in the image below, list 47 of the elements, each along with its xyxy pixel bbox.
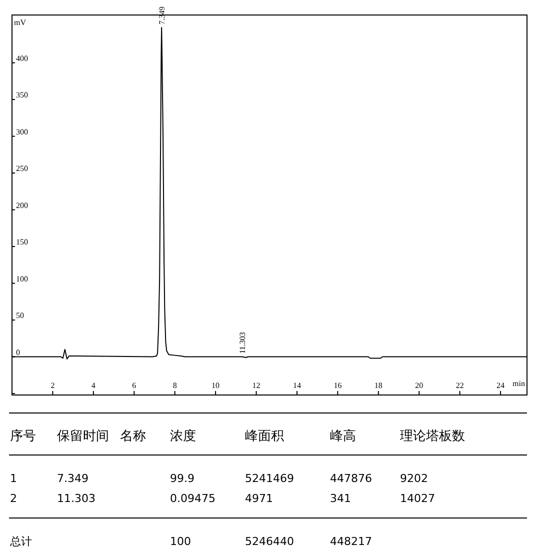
text: 448217 <box>330 535 372 548</box>
text: 7.349 <box>57 472 88 485</box>
y-tick-label: 150 <box>16 238 28 247</box>
text: 名称 <box>120 429 146 444</box>
y-tick-label: 300 <box>16 127 28 136</box>
text: 0.09475 <box>170 492 216 505</box>
y-tick-label: 0 <box>16 348 20 357</box>
x-tick-label: 10 <box>212 381 220 390</box>
x-tick-label: 2 <box>50 381 55 390</box>
text: 9202 <box>400 472 428 485</box>
x-tick-label: 24 <box>496 381 505 390</box>
y-tick-label: 50 <box>16 311 24 320</box>
x-tick-label: 14 <box>292 381 301 390</box>
x-axis-title: min <box>512 379 525 388</box>
text: 峰面积 <box>245 429 284 444</box>
text: 保留时间 <box>57 429 109 444</box>
text: 4971 <box>245 492 273 505</box>
text: 100 <box>170 535 191 548</box>
text: 99.9 <box>170 472 194 485</box>
text: 总计 <box>9 535 32 548</box>
text: 序号 <box>10 428 36 444</box>
text: 5246440 <box>245 535 294 548</box>
text: 447876 <box>330 472 372 485</box>
y-tick-label: 350 <box>16 90 28 100</box>
text: 11.303 <box>57 492 96 505</box>
text: 1 <box>10 472 17 485</box>
text: 峰高 <box>330 428 356 444</box>
y-tick-label: 100 <box>16 274 28 284</box>
x-tick-label: 8 <box>172 381 177 390</box>
x-tick-label: 20 <box>415 381 424 390</box>
y-axis-title: mV <box>14 18 26 27</box>
y-tick-label: 250 <box>16 164 28 174</box>
annotation: 11.303 <box>238 332 248 354</box>
text: 2 <box>10 492 17 505</box>
x-tick-label: 16 <box>334 381 342 390</box>
x-tick-label: 22 <box>456 381 464 390</box>
x-tick-label: 4 <box>91 381 96 390</box>
text: 浓度 <box>170 428 196 444</box>
text: 理论塔板数 <box>400 429 465 444</box>
y-tick-label: 400 <box>16 54 28 63</box>
x-tick-label: 6 <box>132 381 136 390</box>
y-tick-label: 200 <box>16 200 28 210</box>
x-tick-label: 18 <box>374 381 382 390</box>
text: 5241469 <box>245 472 294 485</box>
text: 14027 <box>400 492 435 505</box>
x-tick-label: 12 <box>252 381 260 390</box>
text: 341 <box>330 492 351 505</box>
